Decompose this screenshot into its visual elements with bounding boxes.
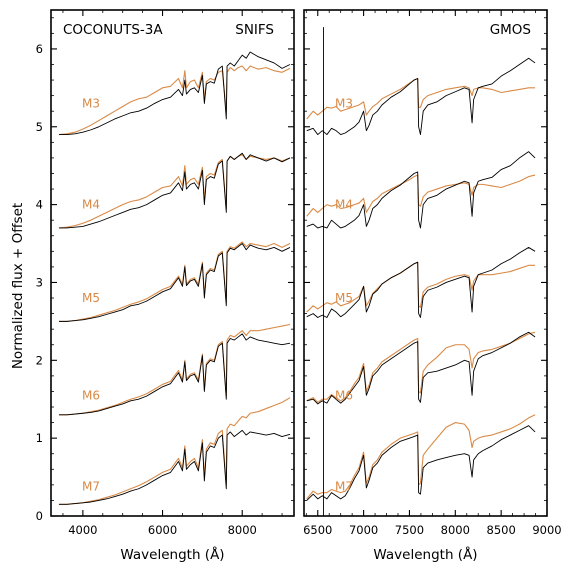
gmos-x-tick-label: 7000 xyxy=(349,523,378,537)
snifs-x-tick-label: 8000 xyxy=(228,523,257,537)
gmos-series-m6 xyxy=(306,331,536,405)
snifs-label-m7: M7 xyxy=(82,479,100,493)
snifs-label-m5: M5 xyxy=(82,291,100,305)
gmos-x-tick-label: 8500 xyxy=(487,523,516,537)
snifs-x-axis-label: Wavelength (Å) xyxy=(120,546,224,563)
snifs-series-m7 xyxy=(58,429,291,505)
snifs-y-tick-label: 2 xyxy=(36,353,43,367)
gmos-spectral-type-labels: M3 M4 M5 M6 M7 xyxy=(335,96,353,493)
gmos-x-tick-label: 6500 xyxy=(303,523,332,537)
gmos-x-tick-label: 8000 xyxy=(441,523,470,537)
snifs-spectral-type-labels: M3 M4 M5 M6 M7 xyxy=(82,96,100,493)
gmos-x-tick-label: 7500 xyxy=(395,523,424,537)
gmos-series-m5 xyxy=(306,246,536,318)
gmos-label-m7: M7 xyxy=(335,479,353,493)
gmos-spectra xyxy=(306,27,536,516)
y-axis-label: Normalized flux + Offset xyxy=(10,203,26,369)
snifs-series-m5 xyxy=(58,243,291,322)
gmos-label-m4: M4 xyxy=(335,198,353,212)
snifs-y-tick-label: 5 xyxy=(36,120,43,134)
snifs-label-m3: M3 xyxy=(82,96,100,110)
snifs-target-name: COCONUTS-3A xyxy=(63,22,163,38)
snifs-spectra xyxy=(58,51,291,505)
snifs-y-tick-label: 6 xyxy=(36,42,43,56)
gmos-label-m6: M6 xyxy=(335,388,353,402)
gmos-plot-frame xyxy=(303,9,548,517)
gmos-series-m6-model xyxy=(306,331,536,403)
gmos-ticks: 6500 7000 7500 8000 8500 9000 xyxy=(303,10,562,537)
snifs-series-m3-model xyxy=(58,65,291,136)
snifs-y-tick-label: 1 xyxy=(36,431,43,445)
snifs-series-m6-model xyxy=(58,323,291,416)
gmos-panel: M3 M4 M5 M6 M7 6500 7000 7500 8000 8500 9000 GMOS… xyxy=(303,9,562,563)
snifs-x-tick-label: 6000 xyxy=(148,523,177,537)
snifs-x-tick-label: 4000 xyxy=(68,523,97,537)
snifs-instrument-label: SNIFS xyxy=(235,22,274,38)
snifs-series-m7-model xyxy=(58,397,291,505)
snifs-series-m3 xyxy=(58,51,291,135)
snifs-series-m6 xyxy=(58,333,291,416)
gmos-series-m7 xyxy=(306,425,536,501)
gmos-instrument-label: GMOS xyxy=(490,22,531,38)
gmos-series-m4 xyxy=(306,151,536,229)
snifs-plot-frame xyxy=(50,9,295,517)
gmos-label-m3: M3 xyxy=(335,96,353,110)
snifs-y-tick-label: 0 xyxy=(36,509,43,523)
snifs-series-m4-model xyxy=(58,154,291,229)
gmos-series-m4-model xyxy=(306,174,536,217)
snifs-y-tick-label: 3 xyxy=(36,275,43,289)
gmos-series-m3 xyxy=(306,57,536,135)
gmos-label-m5: M5 xyxy=(335,291,353,305)
snifs-panel: M3 M4 M5 M6 M7 4000 6000 8000 0 1 2 3 4 5 6 COCONUTS-… xyxy=(36,9,295,563)
gmos-series-m7-model xyxy=(306,414,536,500)
snifs-label-m6: M6 xyxy=(82,388,100,402)
gmos-x-tick-label: 9000 xyxy=(532,523,561,537)
snifs-label-m4: M4 xyxy=(82,198,100,212)
snifs-y-tick-label: 4 xyxy=(36,198,43,212)
snifs-series-m5-model xyxy=(58,241,291,322)
snifs-series-m4 xyxy=(58,152,291,229)
gmos-x-axis-label: Wavelength (Å) xyxy=(373,546,477,563)
snifs-ticks: 4000 6000 8000 0 1 2 3 4 5 6 xyxy=(36,10,294,537)
